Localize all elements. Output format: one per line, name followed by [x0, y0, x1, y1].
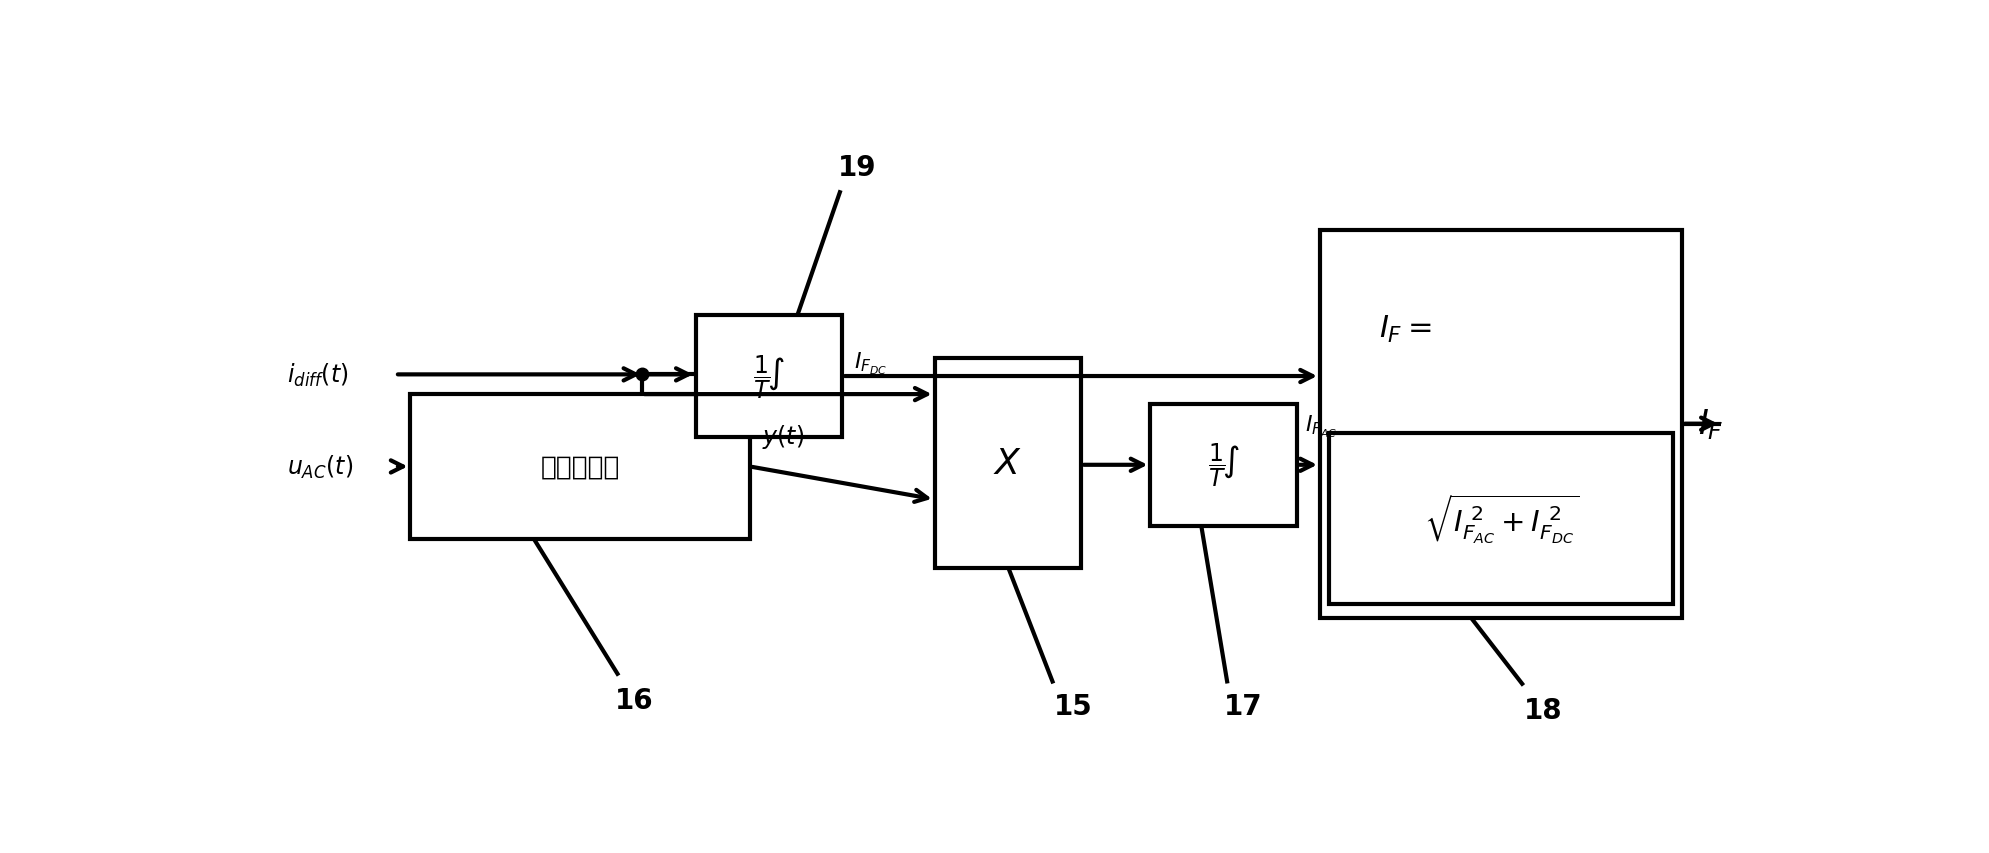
Text: $\dfrac{1}{T}\!\int$: $\dfrac{1}{T}\!\int$ — [754, 353, 786, 400]
Bar — [1150, 404, 1297, 526]
Bar — [1321, 230, 1683, 618]
Text: $\mathit{i}_{diff}(t)$: $\mathit{i}_{diff}(t)$ — [286, 362, 348, 388]
Bar — [1329, 434, 1673, 605]
Text: $\mathit{u}_{AC}(t)$: $\mathit{u}_{AC}(t)$ — [286, 453, 354, 480]
Text: $\mathit{I}_{F_{AC}}$: $\mathit{I}_{F_{AC}}$ — [1305, 414, 1337, 439]
Text: 15: 15 — [1054, 693, 1092, 721]
Text: 19: 19 — [837, 154, 877, 182]
Text: $\mathit{I_F}=$: $\mathit{I_F}=$ — [1378, 314, 1430, 345]
Text: $\dfrac{1}{T}\!\int$: $\dfrac{1}{T}\!\int$ — [1207, 442, 1239, 489]
Bar — [696, 316, 841, 438]
Text: 17: 17 — [1223, 693, 1263, 721]
Text: $\mathit{X}$: $\mathit{X}$ — [993, 447, 1022, 480]
Bar — [935, 358, 1082, 569]
Bar — [410, 395, 750, 539]
Text: $\mathit{y}(t)$: $\mathit{y}(t)$ — [762, 422, 804, 450]
Text: $\mathit{I}_F$: $\mathit{I}_F$ — [1697, 407, 1722, 442]
Text: 16: 16 — [615, 686, 652, 714]
Text: 18: 18 — [1524, 696, 1563, 724]
Text: 信号发生器: 信号发生器 — [541, 454, 621, 480]
Text: $\mathit{I}_{F_{DC}}$: $\mathit{I}_{F_{DC}}$ — [855, 351, 887, 376]
Text: $\sqrt{\mathit{I}_{F_{AC}}^{\ 2}+\mathit{I}_{F_{DC}}^{\ 2}}$: $\sqrt{\mathit{I}_{F_{AC}}^{\ 2}+\mathit… — [1424, 492, 1579, 546]
